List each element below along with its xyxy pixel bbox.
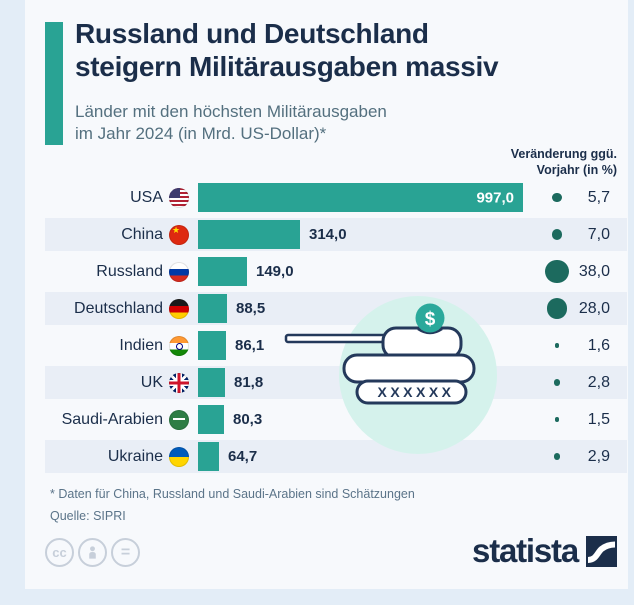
- chart-subtitle: Länder mit den höchsten Militärausgaben …: [75, 101, 387, 145]
- country-label: USA: [130, 189, 163, 206]
- value-bar: [198, 294, 227, 323]
- change-dot: [545, 259, 569, 284]
- cc-license-icon[interactable]: cc: [45, 538, 74, 567]
- chart-row: Indien 86,1 1,6: [45, 327, 627, 364]
- title-accent-bar: [45, 22, 63, 145]
- money-tank-icon: $ XXXXXX: [284, 296, 497, 454]
- change-dot-cell: [540, 290, 574, 327]
- value-bar: [198, 442, 219, 471]
- license-icons: cc =: [45, 538, 140, 567]
- value-label: 149,0: [256, 263, 294, 280]
- infographic-card: Russland und Deutschland steigern Militä…: [25, 0, 628, 589]
- value-label: 81,8: [234, 374, 264, 391]
- value-bar: [198, 257, 247, 286]
- dollar-symbol: $: [425, 309, 436, 330]
- value-label: 314,0: [309, 226, 347, 243]
- change-dot-cell: [540, 216, 574, 253]
- change-dot-cell: [540, 438, 574, 475]
- tank-barrel: [284, 333, 389, 344]
- bar-chart: USA 997,0 5,7 China 314,0 7,0 Russland 1…: [45, 179, 627, 475]
- change-dot-cell: [540, 179, 574, 216]
- tank-tracks: [355, 379, 468, 405]
- value-label: 64,7: [228, 448, 258, 465]
- page-title: Russland und Deutschland steigern Militä…: [75, 18, 499, 84]
- value-label: 997,0: [476, 189, 514, 206]
- change-value: 7,0: [587, 226, 610, 243]
- change-column-header: Veränderung ggü. Vorjahr (in %): [511, 146, 617, 178]
- change-value: 1,6: [587, 337, 610, 354]
- chart-row: Russland 149,0 38,0: [45, 253, 627, 290]
- change-value: 2,8: [587, 374, 610, 391]
- change-dot: [551, 229, 563, 240]
- value-bar: [198, 331, 226, 360]
- country-label: Ukraine: [107, 448, 163, 465]
- statista-logo[interactable]: statista: [472, 532, 617, 570]
- flag-deutschland-icon: [169, 298, 189, 319]
- value-bar: [198, 220, 300, 249]
- change-dot-cell: [540, 327, 574, 364]
- change-dot: [552, 192, 562, 203]
- coin-slot: [417, 327, 443, 335]
- change-dot-cell: [540, 253, 574, 290]
- change-value: 38,0: [578, 263, 610, 280]
- statista-logo-mark: [586, 535, 617, 567]
- track-pattern: XXXXXX: [377, 384, 454, 400]
- flag-ukraine-icon: [169, 446, 189, 467]
- value-label: 88,5: [236, 300, 266, 317]
- country-label: China: [121, 226, 163, 243]
- change-dot-cell: [540, 364, 574, 401]
- chart-row: Ukraine 64,7 2,9: [45, 438, 627, 475]
- chart-row: USA 997,0 5,7: [45, 179, 627, 216]
- change-dot: [546, 298, 568, 319]
- country-label: Deutschland: [74, 300, 163, 317]
- flag-uk-icon: [169, 372, 189, 393]
- country-label: UK: [140, 374, 163, 391]
- change-dot: [554, 417, 560, 422]
- chart-row: China 314,0 7,0: [45, 216, 627, 253]
- flag-china-icon: [169, 224, 189, 245]
- statista-logo-text: statista: [472, 532, 579, 569]
- flag-indien-icon: [169, 335, 189, 356]
- title-line-2: steigern Militärausgaben massiv: [75, 50, 499, 82]
- flag-russland-icon: [169, 261, 189, 282]
- value-label: 86,1: [235, 337, 265, 354]
- chart-row: Deutschland 88,5 28,0: [45, 290, 627, 327]
- chart-row: Saudi-Arabien 80,3 1,5: [45, 401, 627, 438]
- flag-saudi-arabien-icon: [169, 409, 189, 430]
- change-dot: [554, 343, 560, 348]
- value-bar: [198, 405, 224, 434]
- change-value: 1,5: [587, 411, 610, 428]
- change-value: 5,7: [587, 189, 610, 206]
- value-bar: [198, 368, 225, 397]
- change-header-line-1: Veränderung ggü.: [510, 147, 617, 161]
- change-value: 28,0: [578, 300, 610, 317]
- country-label: Indien: [119, 337, 163, 354]
- country-label: Russland: [96, 263, 163, 280]
- change-value: 2,9: [587, 448, 610, 465]
- cc-attribution-icon[interactable]: [78, 538, 107, 567]
- country-label: Saudi-Arabien: [61, 411, 163, 428]
- flag-usa-icon: [169, 187, 189, 208]
- subtitle-line-2: im Jahr 2024 (in Mrd. US-Dollar)*: [75, 124, 327, 144]
- chart-row: UK 81,8 2,8: [45, 364, 627, 401]
- change-dot-cell: [540, 401, 574, 438]
- subtitle-line-1: Länder mit den höchsten Militärausgaben: [75, 102, 387, 121]
- cc-equals-icon[interactable]: =: [111, 538, 140, 567]
- person-icon: [89, 546, 96, 559]
- source: Quelle: SIPRI: [50, 509, 126, 523]
- dollar-coin-icon: [415, 303, 445, 333]
- value-bar: 997,0: [198, 183, 523, 212]
- tank-hull: [342, 353, 476, 384]
- change-header-line-2: Vorjahr (in %): [536, 163, 617, 177]
- footnote: * Daten für China, Russland und Saudi-Ar…: [50, 487, 415, 501]
- value-label: 80,3: [233, 411, 263, 428]
- title-line-1: Russland und Deutschland: [75, 18, 429, 49]
- change-dot: [553, 453, 561, 460]
- change-dot: [553, 379, 561, 386]
